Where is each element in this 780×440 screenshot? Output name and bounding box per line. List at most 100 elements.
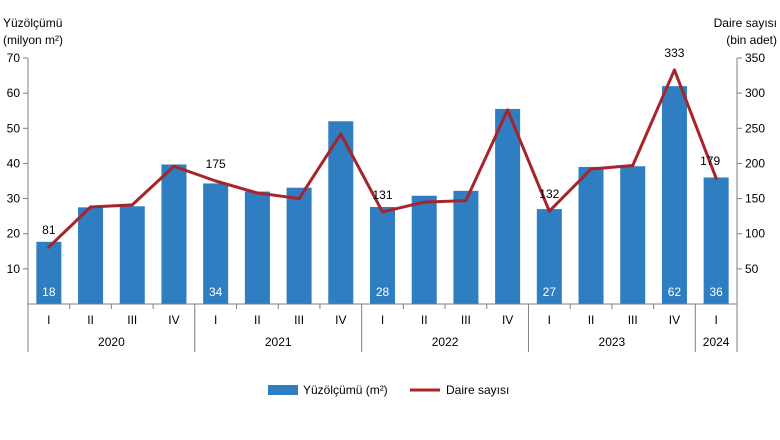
bar <box>244 191 270 304</box>
bar <box>453 190 479 304</box>
line-point <box>631 164 635 168</box>
legend: Yüzölçümü (m²) Daire sayısı <box>268 383 509 397</box>
year-label: 2022 <box>432 335 459 349</box>
quarter-label: IV <box>502 313 513 327</box>
bar-data-labels: 18 34 28 27 62 36 <box>42 285 723 299</box>
line-data-label: 333 <box>664 46 684 60</box>
quarter-label: I <box>548 313 551 327</box>
right-tick-label: 200 <box>745 156 765 170</box>
line-point <box>464 199 468 203</box>
left-tick-label: 30 <box>7 192 21 206</box>
quarter-label: III <box>127 313 137 327</box>
left-tick-label: 60 <box>7 86 21 100</box>
line-point <box>714 176 718 180</box>
line-point <box>89 205 93 209</box>
bar-data-label: 36 <box>709 285 723 299</box>
quarter-label: I <box>714 313 717 327</box>
axes <box>27 58 738 305</box>
line-data-label: 131 <box>372 188 392 202</box>
quarter-label: I <box>214 313 217 327</box>
year-label: 2021 <box>265 335 292 349</box>
bar <box>78 207 104 304</box>
line-data-label: 179 <box>700 154 720 168</box>
left-tick-label: 50 <box>7 121 21 135</box>
line-point <box>130 203 134 207</box>
line-point <box>339 132 343 136</box>
bar <box>578 166 604 304</box>
bar <box>286 187 312 304</box>
year-label: 2023 <box>599 335 626 349</box>
quarter-label: II <box>87 313 94 327</box>
quarter-label: I <box>381 313 384 327</box>
line-data-label: 81 <box>42 223 56 237</box>
line-point <box>214 179 218 183</box>
line-data-label: 175 <box>206 157 226 171</box>
line-point <box>589 167 593 171</box>
line-point <box>381 210 384 214</box>
quarter-label: IV <box>168 313 179 327</box>
bar <box>36 241 62 304</box>
left-tick-label: 40 <box>7 156 21 170</box>
quarter-label: II <box>588 313 595 327</box>
line-data-labels: 81 175 131 132 333 179 <box>42 46 720 237</box>
line-point <box>297 197 301 201</box>
right-tick-label: 50 <box>745 262 759 276</box>
right-tick-label: 100 <box>745 227 765 241</box>
quarter-label: III <box>461 313 471 327</box>
quarter-label: II <box>254 313 261 327</box>
right-tick-label: 250 <box>745 121 765 135</box>
bar-data-label: 28 <box>376 285 390 299</box>
bar <box>119 206 145 304</box>
quarter-label: IV <box>335 313 346 327</box>
left-axis-title-line-1: Yüzölçümü <box>3 16 62 30</box>
line-data-label: 132 <box>539 187 559 201</box>
left-tick-label: 20 <box>7 227 21 241</box>
left-axis-title-line-2: (milyon m²) <box>3 33 63 47</box>
quarter-label: III <box>628 313 638 327</box>
bar-data-label: 18 <box>42 285 56 299</box>
right-axis-title-line-2: (bin adet) <box>726 33 777 47</box>
quarter-label: IV <box>669 313 680 327</box>
line-point <box>47 245 51 249</box>
year-label: 2024 <box>703 335 730 349</box>
legend-bar-label: Yüzölçümü (m²) <box>303 383 388 397</box>
bar <box>369 207 396 304</box>
line-point <box>547 209 551 213</box>
legend-line-label: Daire sayısı <box>446 383 509 397</box>
left-axis-ticks: 10 20 30 40 50 60 70 <box>7 51 28 276</box>
right-tick-label: 150 <box>745 192 765 206</box>
bar <box>495 108 521 304</box>
right-axis-title: Daire sayısı (bin adet) <box>714 16 777 47</box>
bar <box>203 183 229 304</box>
bar <box>161 164 187 304</box>
line-point <box>172 164 176 168</box>
bar <box>536 209 562 304</box>
line-point <box>422 200 426 204</box>
bar-series <box>36 86 729 304</box>
left-tick-label: 70 <box>7 51 21 65</box>
bar <box>661 86 687 304</box>
line-series <box>47 68 718 249</box>
bar-data-label: 27 <box>543 285 557 299</box>
bar-data-label: 34 <box>209 285 223 299</box>
bar <box>620 166 646 304</box>
bar <box>411 195 437 304</box>
line-point <box>506 108 510 112</box>
right-axis-ticks: 50 100 150 200 250 300 350 <box>737 51 765 276</box>
right-tick-label: 350 <box>745 51 765 65</box>
quarter-label: II <box>421 313 428 327</box>
right-tick-label: 300 <box>745 86 765 100</box>
year-label: 2020 <box>98 335 125 349</box>
right-axis-title-line-1: Daire sayısı <box>714 16 777 30</box>
line-point <box>672 68 676 72</box>
quarter-label: III <box>294 313 304 327</box>
quarter-label: I <box>47 313 50 327</box>
legend-bar-swatch <box>268 385 298 395</box>
line-point <box>255 191 259 195</box>
bar <box>703 177 729 304</box>
left-tick-label: 10 <box>7 262 21 276</box>
bar-data-label: 62 <box>668 285 682 299</box>
left-axis-title: Yüzölçümü (milyon m²) <box>3 16 63 47</box>
